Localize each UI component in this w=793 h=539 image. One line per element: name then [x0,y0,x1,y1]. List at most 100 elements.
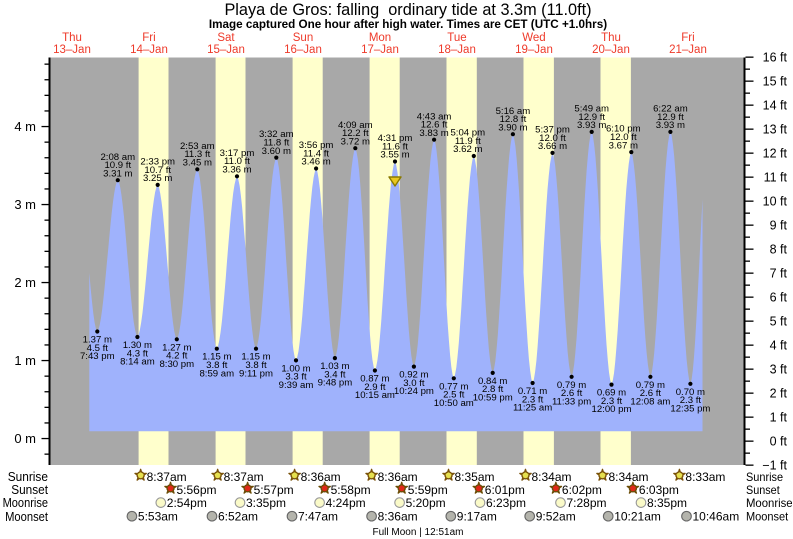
svg-text:1.00 m: 1.00 m [281,363,310,374]
svg-text:20–Jan: 20–Jan [592,44,630,56]
svg-text:0.69 m: 0.69 m [597,388,626,399]
svg-text:11.9 ft: 11.9 ft [455,136,481,147]
svg-text:Fri: Fri [681,32,694,44]
svg-text:6:52am: 6:52am [218,510,258,524]
svg-text:3.4 ft: 3.4 ft [324,369,346,380]
svg-text:2.3 ft: 2.3 ft [680,395,702,406]
svg-text:4:31 pm: 4:31 pm [378,133,413,144]
svg-text:5:16 am: 5:16 am [496,106,531,117]
svg-text:2.8 ft: 2.8 ft [482,384,504,395]
svg-text:21–Jan: 21–Jan [669,44,707,56]
svg-text:3:35pm: 3:35pm [246,496,286,510]
svg-text:4.2 ft: 4.2 ft [166,351,188,362]
svg-text:0.70 m: 0.70 m [676,387,705,398]
svg-text:Sun: Sun [293,32,313,44]
svg-text:19–Jan: 19–Jan [515,44,553,56]
svg-text:11.8 ft: 11.8 ft [263,138,289,149]
svg-text:0.71 m: 0.71 m [518,386,547,397]
svg-text:0 m: 0 m [14,431,36,446]
svg-text:12:08 am: 12:08 am [630,396,670,407]
svg-text:5:57pm: 5:57pm [254,483,294,497]
svg-text:3 m: 3 m [14,197,36,212]
svg-text:8:37am: 8:37am [147,470,187,484]
svg-text:2:54pm: 2:54pm [167,496,207,510]
svg-text:3.8 ft: 3.8 ft [245,360,267,371]
svg-text:16 ft: 16 ft [763,51,788,65]
svg-text:2.5 ft: 2.5 ft [443,390,465,401]
svg-text:10.9 ft: 10.9 ft [104,160,131,171]
svg-text:8:33am: 8:33am [685,470,725,484]
svg-text:6:23pm: 6:23pm [486,496,526,510]
svg-text:11:25 am: 11:25 am [513,403,552,414]
svg-text:5:59pm: 5:59pm [408,483,448,497]
svg-text:2.6 ft: 2.6 ft [561,388,583,399]
svg-text:12 ft: 12 ft [763,147,788,161]
svg-text:9:11 pm: 9:11 pm [239,368,273,379]
svg-text:11 ft: 11 ft [764,171,788,185]
svg-text:3.93 m: 3.93 m [656,120,685,131]
svg-text:1.15 m: 1.15 m [202,352,231,363]
svg-text:12:00 pm: 12:00 pm [591,404,631,415]
svg-text:5:56pm: 5:56pm [177,483,217,497]
svg-text:Moonset: Moonset [5,510,48,524]
svg-text:Sunrise: Sunrise [746,470,783,484]
svg-text:12.0 ft: 12.0 ft [539,133,566,144]
svg-text:3:17 pm: 3:17 pm [220,148,255,159]
svg-text:Playa de Gros: falling ordina: Playa de Gros: falling ordinary tide at … [224,1,591,19]
svg-text:4:24pm: 4:24pm [326,496,366,510]
svg-text:7 ft: 7 ft [770,267,788,281]
svg-text:1.30 m: 1.30 m [123,340,152,351]
svg-text:6:03pm: 6:03pm [639,483,679,497]
svg-text:8:34am: 8:34am [532,470,572,484]
svg-text:2:53 am: 2:53 am [180,141,215,152]
svg-text:Mon: Mon [369,32,391,44]
svg-text:3.90 m: 3.90 m [498,122,527,133]
svg-text:0.79 m: 0.79 m [636,380,665,391]
svg-text:3.8 ft: 3.8 ft [206,360,228,371]
svg-text:15 ft: 15 ft [763,75,788,89]
svg-text:5:58pm: 5:58pm [331,483,371,497]
svg-text:4:09 am: 4:09 am [338,120,373,131]
svg-text:2 m: 2 m [14,275,36,290]
svg-text:3.55 m: 3.55 m [380,150,409,161]
svg-text:6:01pm: 6:01pm [485,483,525,497]
svg-text:0.79 m: 0.79 m [557,380,586,391]
svg-text:3.3 ft: 3.3 ft [285,372,307,383]
svg-text:9 ft: 9 ft [770,219,788,233]
svg-text:3.67 m: 3.67 m [609,140,638,151]
svg-text:3.60 m: 3.60 m [262,146,291,157]
svg-text:8:35am: 8:35am [455,470,495,484]
svg-text:2 ft: 2 ft [770,387,788,401]
svg-text:7:43 pm: 7:43 pm [80,351,115,362]
svg-text:10:21am: 10:21am [614,510,661,524]
svg-text:0.84 m: 0.84 m [478,376,507,387]
svg-text:6:22 am: 6:22 am [653,104,688,115]
svg-text:10:50 am: 10:50 am [434,398,474,409]
svg-text:12:35 pm: 12:35 pm [670,403,710,414]
svg-text:1.03 m: 1.03 m [320,361,349,372]
svg-text:0.87 m: 0.87 m [360,374,389,385]
svg-text:9:52am: 9:52am [536,510,576,524]
svg-text:Moonrise: Moonrise [3,496,48,510]
svg-text:Sunset: Sunset [746,483,780,497]
svg-text:15–Jan: 15–Jan [207,44,245,56]
svg-text:2.9 ft: 2.9 ft [364,382,386,393]
svg-text:14 ft: 14 ft [763,99,788,113]
svg-text:Moonrise: Moonrise [746,496,793,510]
svg-text:Tue: Tue [447,32,466,44]
svg-text:3.62 m: 3.62 m [453,144,482,155]
svg-text:4.5 ft: 4.5 ft [87,343,109,354]
svg-text:6 ft: 6 ft [770,291,788,305]
svg-text:12.9 ft: 12.9 ft [657,112,684,123]
svg-text:3 ft: 3 ft [770,363,788,377]
svg-text:0 ft: 0 ft [770,435,788,449]
svg-text:−1 ft: −1 ft [762,459,787,473]
svg-text:1.15 m: 1.15 m [241,352,270,363]
svg-text:9:48 pm: 9:48 pm [318,378,353,389]
svg-text:12.8 ft: 12.8 ft [500,114,527,125]
svg-text:10:24 pm: 10:24 pm [394,386,434,397]
svg-text:8:59 am: 8:59 am [199,368,234,379]
svg-text:3.46 m: 3.46 m [301,157,330,168]
svg-text:5:49 am: 5:49 am [574,104,609,115]
svg-text:18–Jan: 18–Jan [438,44,476,56]
